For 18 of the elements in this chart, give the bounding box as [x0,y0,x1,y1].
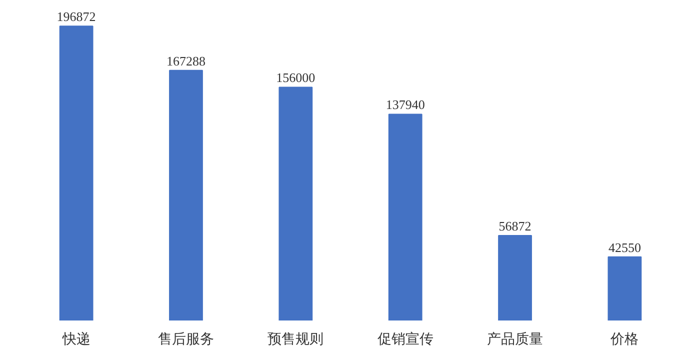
x-tick-label: 促销宣传 [377,332,434,348]
bar [498,234,532,320]
data-label: 196872 [56,9,96,24]
bar [59,26,94,320]
x-tick-label: 售后服务 [158,332,214,348]
x-tick-label: 价格 [610,332,639,348]
x-tick-label: 快递 [61,332,90,348]
bar [278,86,313,320]
bar [608,256,642,320]
data-label: 156000 [276,70,316,86]
data-label: 42550 [608,240,641,255]
x-tick-label: 预售规则 [268,332,324,348]
data-label: 167288 [166,53,206,68]
data-label: 56872 [498,218,532,234]
bar [388,114,422,320]
data-label: 137940 [386,97,425,112]
bar [169,70,203,320]
x-tick-label: 产品质量 [487,332,544,348]
